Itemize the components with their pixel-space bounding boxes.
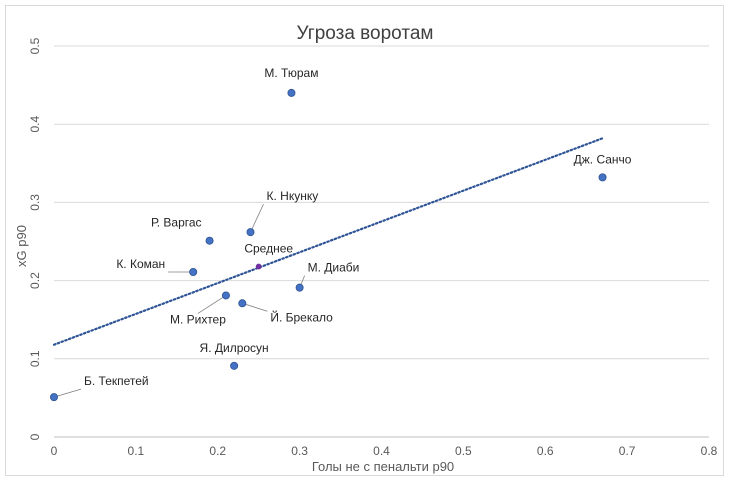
scatter-point (295, 283, 304, 292)
average-label: Среднее (244, 242, 293, 256)
y-axis-title: xG p90 (14, 225, 29, 267)
point-label: Й. Брекало (270, 309, 333, 324)
point-labels: М. Тюрам Дж. Санчо К. Нкунку Р. Варгас К. Ко… (84, 66, 632, 388)
point-label: М. Диаби (308, 261, 360, 275)
trendline-layer (52, 137, 604, 346)
x-tick-label: 0.1 (128, 444, 145, 458)
data-points (50, 88, 607, 402)
x-tick-label: 0.5 (455, 444, 472, 458)
y-tick-label: 0.3 (28, 194, 42, 211)
x-tick-label: 0.6 (537, 444, 554, 458)
point-label: К. Нкунку (267, 189, 319, 203)
x-axis-title: Голы не с пенальти p90 (312, 459, 454, 474)
point-label: Дж. Санчо (574, 152, 632, 166)
point-label: Р. Варгас (151, 216, 202, 230)
grid-lines (54, 45, 709, 438)
scatter-point (238, 299, 247, 308)
y-tick-label: 0.5 (28, 37, 42, 54)
trendline (52, 137, 604, 346)
label-leader-line (250, 203, 264, 233)
chart-title: Угроза воротам (297, 23, 434, 44)
average-point (255, 263, 262, 270)
x-tick-label: 0 (51, 444, 58, 458)
chart-frame: Угроза воротам М. Тюрам Дж. Санчо К. Нкунк… (5, 5, 724, 476)
point-label: М. Тюрам (264, 66, 318, 80)
y-tick-label: 0 (28, 433, 42, 440)
x-tick-label: 0.8 (701, 444, 718, 458)
y-tick-label: 0.1 (28, 350, 42, 367)
scatter-point (50, 393, 59, 402)
axis-ticks: 0 0.1 0.2 0.3 0.4 0.5 0 0.1 0.2 0.3 0.4 0.5 0.6 0.7 0.… (28, 37, 718, 458)
point-label: К. Коман (116, 257, 165, 271)
x-tick-label: 0.4 (373, 444, 390, 458)
label-leader-line (197, 295, 227, 314)
y-tick-label: 0.4 (28, 116, 42, 133)
scatter-point (221, 291, 230, 300)
scatter-point (246, 228, 255, 237)
leader-lines (53, 203, 305, 398)
label-leader-line (53, 388, 82, 398)
point-label: Я. Дилросун (200, 341, 269, 355)
x-tick-label: 0.7 (619, 444, 636, 458)
point-label: М. Рихтер (170, 312, 226, 326)
x-tick-label: 0.3 (291, 444, 308, 458)
point-label: Б. Текпетей (84, 374, 149, 388)
scatter-chart: Угроза воротам М. Тюрам Дж. Санчо К. Нкунк… (14, 23, 718, 474)
y-tick-label: 0.2 (28, 272, 42, 289)
scatter-point (230, 361, 239, 370)
scatter-point (205, 236, 214, 245)
scatter-point (598, 173, 607, 182)
label-leader-line (242, 302, 268, 312)
scatter-point (189, 267, 198, 276)
x-tick-label: 0.2 (209, 444, 226, 458)
scatter-point (287, 88, 296, 97)
